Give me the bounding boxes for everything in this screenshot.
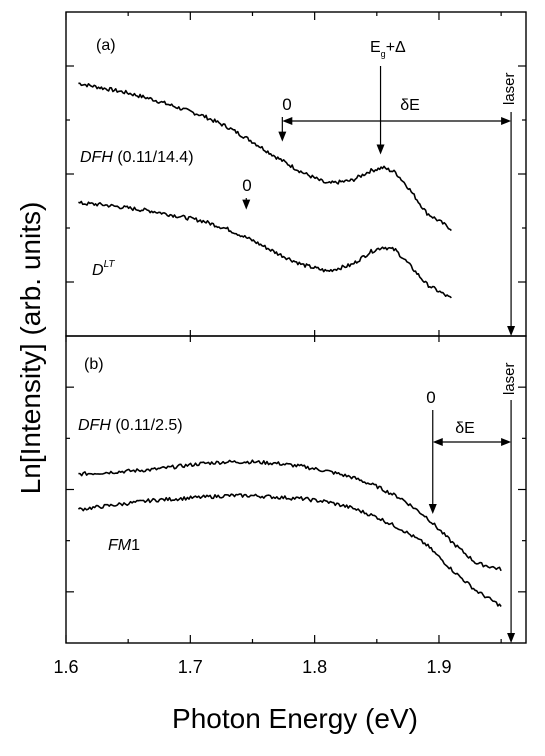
series-line-p0-1	[78, 200, 452, 299]
series-label-fm1-rest: 1	[131, 537, 140, 554]
eg-delta-label: Eg+Δ	[370, 39, 406, 59]
series-line-p1-0	[78, 459, 502, 572]
laser-label-a: laser	[501, 72, 518, 105]
panel-b-label: (b)	[84, 356, 104, 373]
x-tick-label: 1.8	[302, 657, 327, 677]
eg-delta-sub: g	[381, 49, 386, 59]
panel-a-label: (a)	[96, 37, 116, 54]
panel-b-frame	[65, 335, 527, 644]
x-tick-label: 1.7	[178, 657, 203, 677]
zero-arrow-a-dlt-head	[242, 199, 251, 210]
delta-e-arrow-b-left-head	[432, 438, 443, 446]
curves-layer	[77, 82, 502, 607]
series-label-dfh-b: DFH (0.11/2.5)	[78, 417, 183, 434]
series-label-dfh-a-rest: (0.11/14.4)	[113, 149, 194, 166]
series-label-dlt-sup: LT	[104, 259, 116, 270]
series-line-p0-0	[78, 82, 452, 232]
zero-marker-b: 0	[426, 388, 435, 407]
series-label-dfh-a: DFH (0.11/14.4)	[80, 149, 194, 166]
delta-e-label-a: δE	[400, 97, 420, 114]
ticks-layer: 1.6 1.7 1.8 1.9	[53, 12, 526, 677]
series-line-p1-1	[77, 493, 502, 607]
delta-e-arrow-a-left-head	[282, 117, 293, 125]
series-label-dfh-b-rest: (0.11/2.5)	[111, 417, 183, 434]
annotations-layer	[242, 66, 516, 643]
series-label-dfh-b-italic: DFH	[78, 417, 111, 434]
eg-delta-suffix: +Δ	[386, 39, 406, 56]
series-label-fm1: FM1	[108, 537, 140, 554]
series-label-dlt: DLT	[92, 259, 115, 279]
laser-arrow-b-head	[507, 633, 516, 643]
panel-a-frame	[65, 11, 527, 337]
y-axis-label: Ln[Intensity] (arb. units)	[15, 202, 46, 495]
zero-marker-a-dlt: 0	[242, 176, 251, 195]
eg-delta-e: E	[370, 39, 381, 56]
delta-e-arrow-b-right-head	[501, 438, 512, 446]
delta-e-arrow-a-right-head	[501, 117, 512, 125]
series-label-dfh-a-italic: DFH	[80, 149, 113, 166]
x-axis-label: Photon Energy (eV)	[172, 703, 418, 734]
zero-arrow-a-dfh-head	[278, 131, 287, 142]
zero-arrow-b-head	[428, 504, 437, 515]
x-tick-label: 1.6	[53, 657, 78, 677]
series-label-fm1-italic: FM	[108, 537, 132, 554]
series-label-dlt-main: D	[92, 262, 104, 279]
laser-arrow-a-head	[507, 326, 516, 336]
delta-e-label-b: δE	[455, 420, 475, 437]
x-tick-label: 1.9	[426, 657, 451, 677]
zero-marker-a-dfh: 0	[282, 95, 291, 114]
eg-arrow-head	[376, 144, 385, 155]
laser-label-b: laser	[501, 362, 518, 395]
